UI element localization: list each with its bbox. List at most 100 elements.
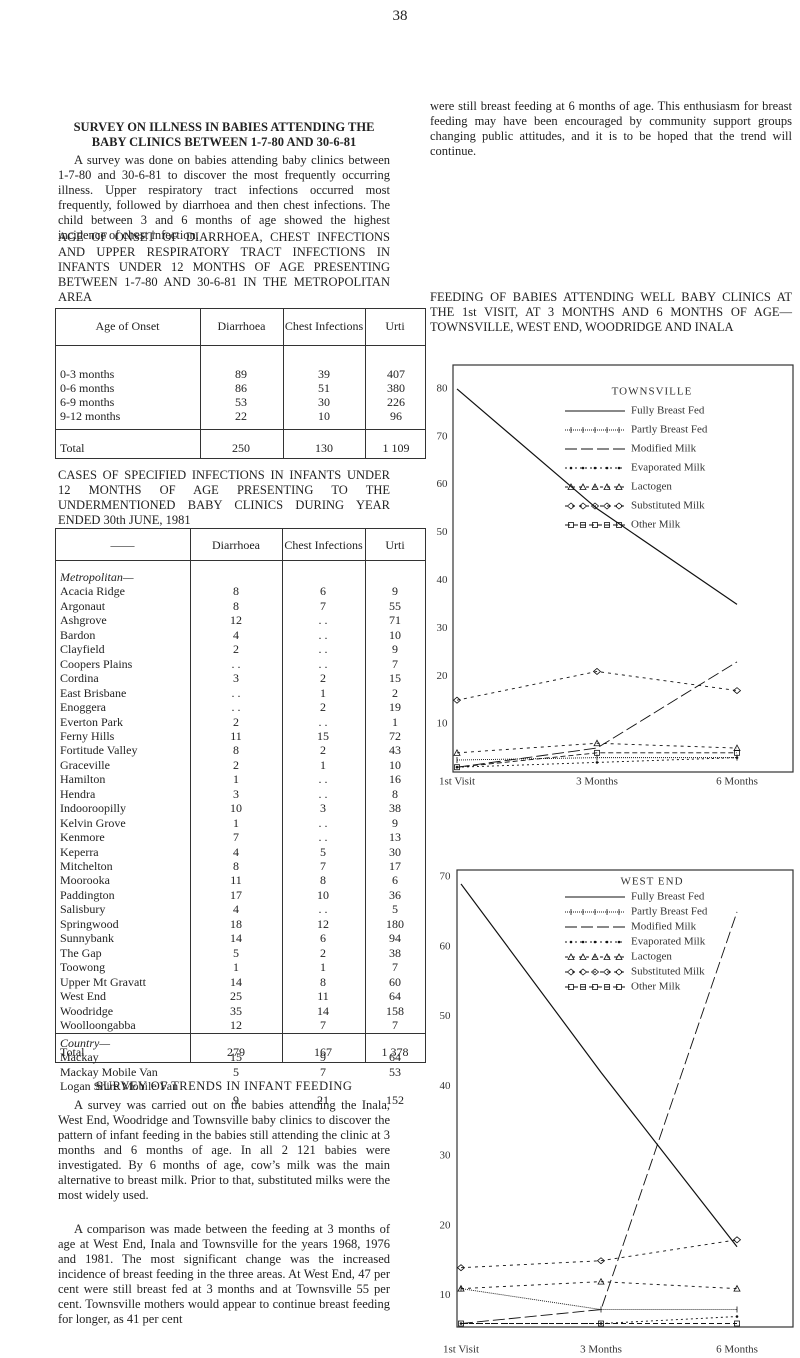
row-label: East Brisbane	[60, 685, 127, 700]
marker	[735, 1315, 739, 1318]
row-label: Fortitude Valley	[60, 743, 138, 758]
table-cell: 12	[317, 916, 329, 931]
table-cell: 152	[386, 1093, 404, 1108]
marker	[597, 1277, 605, 1285]
legend-marker	[569, 940, 573, 944]
legend-marker	[579, 953, 587, 960]
series-line	[461, 1316, 738, 1324]
table-cell: 30	[389, 844, 401, 859]
table-section: Country—	[60, 1035, 111, 1050]
legend-marker	[605, 940, 609, 944]
table-cell: 4	[233, 902, 239, 917]
table-cell: 36	[389, 887, 401, 902]
table-cell: 17	[389, 859, 401, 873]
y-tick-label: 60	[437, 478, 449, 490]
legend-marker	[592, 984, 598, 990]
legend-marker	[567, 953, 575, 960]
table-cell: 3	[320, 801, 326, 816]
table-cell: 14	[230, 931, 242, 946]
row-label: Mackay Mobile Van	[60, 1064, 158, 1079]
table-cell: 6	[320, 931, 326, 946]
table-rule	[55, 308, 425, 309]
table-cell: . .	[318, 772, 328, 787]
table-cell: 19	[389, 700, 401, 715]
paragraph: A survey was done on babies attending ba…	[58, 153, 390, 242]
y-tick-label: 20	[437, 670, 449, 682]
total-cell: 279	[227, 1045, 245, 1059]
series-line	[460, 1281, 738, 1290]
table-cell: 14	[317, 1003, 329, 1018]
legend-marker	[616, 984, 622, 990]
legend-marker	[580, 522, 586, 528]
table-cell: 17	[230, 887, 242, 902]
table-cell: 3	[233, 671, 239, 686]
series-line	[460, 1239, 738, 1269]
table-cell: 1	[233, 772, 239, 787]
table-cell: . .	[318, 815, 328, 830]
table-cell: 25	[230, 989, 242, 1004]
total-cell: 130	[315, 441, 333, 455]
y-tick-label: 10	[437, 718, 449, 730]
table-cell: . .	[318, 627, 328, 642]
marker	[732, 1236, 742, 1244]
table-cell: 8	[233, 584, 239, 599]
legend-marker	[578, 502, 588, 510]
series-line	[456, 388, 738, 605]
table-cell: 60	[389, 974, 401, 989]
table-rule	[55, 528, 56, 1062]
table-cell: 94	[389, 931, 401, 946]
table-cell: 11	[317, 989, 329, 1004]
table-cell: 22	[235, 409, 247, 423]
section-title: SURVEY OF TRENDS IN INFANT FEEDING	[95, 1079, 353, 1093]
row-label: Sunnybank	[60, 931, 114, 946]
row-label: Woolloongabba	[60, 1017, 136, 1032]
legend-marker	[567, 483, 575, 490]
table-rule	[425, 308, 426, 459]
legend-marker	[602, 968, 612, 976]
table-cell: 380	[387, 381, 405, 395]
y-tick-label: 10	[440, 1289, 452, 1301]
table-rule	[282, 528, 283, 1062]
table-header: Urti	[385, 319, 405, 333]
table-cell: 1	[320, 757, 326, 772]
table-cell: 5	[233, 945, 239, 960]
legend-marker	[614, 968, 624, 976]
row-label: Ferny Hills	[60, 728, 115, 743]
legend-label: Substituted Milk	[631, 966, 705, 978]
table-rule	[283, 308, 284, 458]
table-cell: 53	[389, 1064, 401, 1079]
row-label: Mackay	[60, 1050, 99, 1065]
table-cell: 10	[317, 887, 329, 902]
series-line	[460, 883, 738, 1248]
marker	[592, 667, 602, 675]
marker	[452, 696, 462, 704]
table-cell: 10	[318, 409, 330, 423]
legend-marker	[604, 984, 610, 990]
table-header: ——	[110, 538, 135, 552]
legend-marker	[617, 940, 621, 944]
legend-label: Substituted Milk	[631, 500, 705, 512]
y-tick-label: 30	[440, 1150, 452, 1162]
table-cell: 3	[233, 786, 239, 801]
legend-marker	[578, 968, 588, 976]
table-header: Chest Infections	[284, 538, 363, 552]
table-header: Chest Infections	[284, 319, 364, 333]
table-cell: . .	[318, 656, 328, 671]
table-cell: 5	[233, 1064, 239, 1079]
legend-marker	[603, 483, 611, 490]
table-cell: 4	[233, 844, 239, 859]
legend-label: Evaporated Milk	[631, 462, 706, 474]
legend-marker	[566, 502, 576, 510]
table-cell: 7	[392, 656, 398, 671]
table-cell: 2	[320, 671, 326, 686]
table-cell: 5	[320, 844, 326, 859]
marker	[734, 1320, 740, 1327]
marker	[454, 764, 460, 771]
paragraph: A comparison was made between the feedin…	[58, 1222, 390, 1326]
row-label: Ashgrove	[60, 613, 107, 628]
table-cell: 38	[389, 801, 401, 816]
table-cell: 7	[320, 859, 326, 873]
legend-marker	[581, 466, 585, 470]
table-cell: 10	[389, 627, 401, 642]
table-cell: 12	[230, 1017, 242, 1032]
